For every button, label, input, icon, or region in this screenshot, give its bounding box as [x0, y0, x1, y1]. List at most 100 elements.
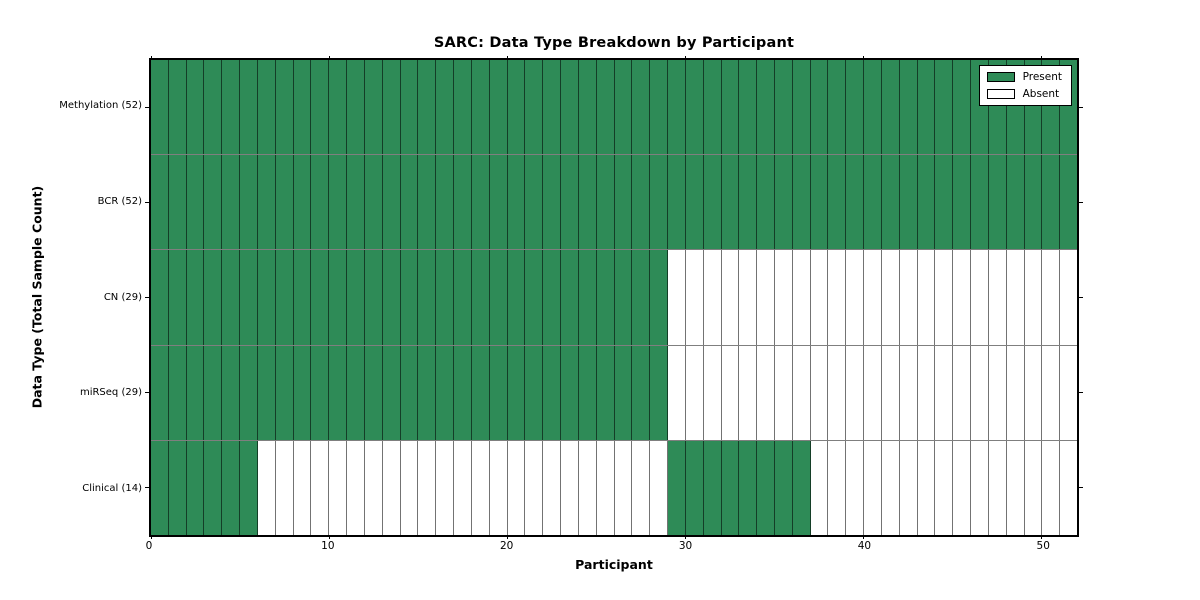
matrix-cell [864, 250, 882, 345]
matrix-cell [186, 345, 205, 440]
matrix-cell [257, 440, 276, 536]
matrix-cell [792, 345, 811, 440]
matrix-cell [935, 250, 954, 345]
matrix-cell [257, 345, 276, 440]
matrix-cell [614, 345, 633, 440]
matrix-cell [792, 155, 811, 250]
matrix-cell [578, 155, 597, 250]
matrix-cell [632, 60, 651, 155]
matrix-cell [525, 250, 544, 345]
x-tick-mark [862, 56, 864, 60]
matrix-cell [953, 155, 972, 250]
matrix-cell [739, 155, 758, 250]
x-tick-label: 30 [678, 540, 693, 552]
x-tick-mark [684, 56, 686, 60]
x-tick-mark [150, 535, 152, 539]
y-tick-label-mirseq: miRSeq (29) [79, 387, 142, 399]
matrix-cell [471, 60, 490, 155]
matrix-cell [240, 155, 258, 250]
matrix-row-methylation [151, 60, 1078, 156]
matrix-cell [275, 250, 294, 345]
matrix-cell [329, 250, 348, 345]
matrix-cell [899, 440, 918, 536]
matrix-cell [454, 60, 472, 155]
matrix-row-mirseq [151, 345, 1078, 441]
matrix-cell [525, 345, 544, 440]
matrix-cell [668, 155, 686, 250]
matrix-cell [668, 250, 686, 345]
matrix-cell [917, 440, 936, 536]
legend-label-present: Present [1022, 71, 1062, 83]
y-tick-mark [145, 202, 149, 203]
matrix-cell [881, 155, 900, 250]
matrix-cell [971, 155, 989, 250]
x-tick-mark [1040, 535, 1042, 539]
matrix-cell [240, 345, 258, 440]
matrix-cell [1024, 155, 1043, 250]
matrix-cell [489, 440, 508, 536]
matrix-cell [899, 155, 918, 250]
matrix-cell [899, 345, 918, 440]
matrix-cell [275, 440, 294, 536]
x-tick-mark [150, 56, 152, 60]
matrix-cell [151, 345, 169, 440]
matrix-cell [436, 345, 455, 440]
y-tick-mark [145, 392, 149, 393]
matrix-cell [311, 60, 330, 155]
matrix-cell [935, 440, 954, 536]
matrix-cell [757, 155, 775, 250]
matrix-cell [382, 440, 401, 536]
matrix-cell [240, 60, 258, 155]
matrix-cell [650, 250, 669, 345]
matrix-cell [632, 155, 651, 250]
matrix-cell [953, 250, 972, 345]
matrix-cell [418, 440, 437, 536]
matrix-cell [204, 440, 223, 536]
matrix-cell [774, 345, 793, 440]
matrix-row-clinical [151, 440, 1078, 536]
matrix-cell [347, 60, 365, 155]
matrix-cell [222, 60, 241, 155]
matrix-cell [382, 250, 401, 345]
matrix-cell [650, 440, 669, 536]
matrix-cell [382, 155, 401, 250]
matrix-cell [525, 155, 544, 250]
matrix-cell [507, 60, 526, 155]
matrix-cell [828, 345, 847, 440]
matrix-cell [151, 155, 169, 250]
matrix-cell [293, 440, 312, 536]
matrix-cell [1024, 250, 1043, 345]
matrix-cell [222, 345, 241, 440]
y-tick-mark [145, 107, 149, 108]
matrix-cell [454, 155, 472, 250]
matrix-cell [329, 440, 348, 536]
matrix-cell [1060, 440, 1078, 536]
matrix-cell [489, 250, 508, 345]
matrix-cell [347, 440, 365, 536]
y-tick-mark [1079, 107, 1083, 108]
matrix-cell [204, 60, 223, 155]
matrix-cell [275, 345, 294, 440]
matrix-cell [400, 440, 419, 536]
matrix-row-bcr [151, 155, 1078, 251]
matrix-cell [204, 345, 223, 440]
matrix-cell [240, 250, 258, 345]
matrix-cell [507, 440, 526, 536]
matrix-cell [311, 155, 330, 250]
matrix-cell [614, 250, 633, 345]
matrix-cell [792, 60, 811, 155]
matrix-cell [1024, 345, 1043, 440]
matrix-cell [917, 155, 936, 250]
matrix-cell [685, 440, 704, 536]
y-tick-mark [1079, 487, 1083, 488]
matrix-cell [240, 440, 258, 536]
matrix-cell [721, 60, 740, 155]
matrix-cell [721, 440, 740, 536]
matrix-cell [436, 60, 455, 155]
matrix-cell [543, 440, 562, 536]
matrix-cell [846, 60, 865, 155]
matrix-cell [739, 345, 758, 440]
matrix-cell [168, 440, 187, 536]
matrix-cell [507, 250, 526, 345]
matrix-cell [935, 155, 954, 250]
